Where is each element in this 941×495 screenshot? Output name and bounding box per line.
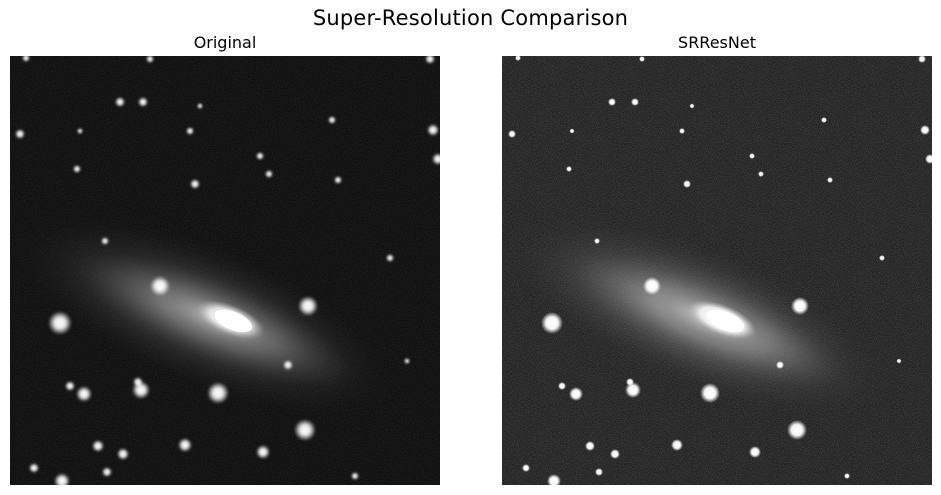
panel-title-original: Original [193,33,257,52]
star-field [15,56,440,485]
figure-title: Super-Resolution Comparison [312,6,629,30]
galaxy-image-srresnet [502,56,932,485]
original-image-panel [10,56,440,485]
galaxy [17,216,393,416]
srresnet-image-panel [502,56,932,485]
panel-title-srresnet: SRResNet [678,33,756,52]
galaxy-image-original [10,56,440,485]
star-field [508,56,932,485]
